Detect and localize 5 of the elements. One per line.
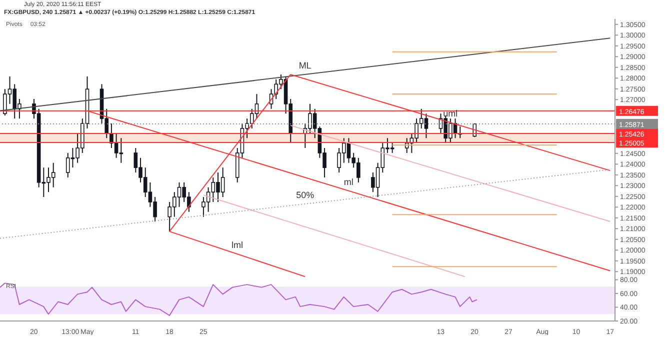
series-label: ML xyxy=(298,60,312,70)
series-label: ml xyxy=(344,176,354,187)
series-label: uml xyxy=(443,108,458,119)
series-label: 50% xyxy=(296,190,314,200)
series-label: lml xyxy=(232,240,244,250)
